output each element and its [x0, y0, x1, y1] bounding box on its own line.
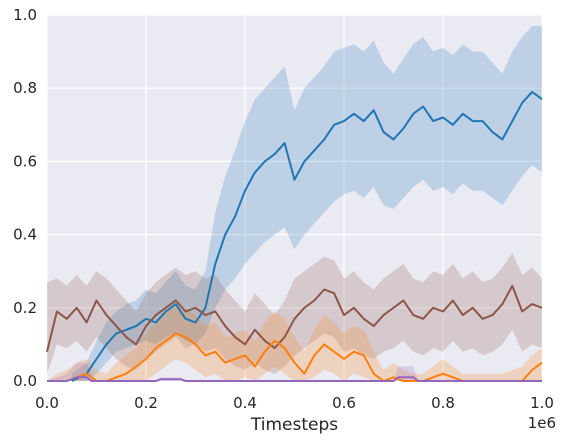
y-tick-label: 1.0: [13, 6, 37, 24]
x-axis-label: Timesteps: [250, 415, 338, 435]
x-tick-label: 0.6: [332, 394, 356, 412]
x-tick-label: 0.8: [431, 394, 455, 412]
y-tick-label: 0.0: [13, 372, 37, 390]
x-tick-labels: 0.0 0.2 0.4 0.6 0.8 1.0: [35, 394, 554, 412]
series-lines: [46, 90, 543, 382]
series-2-line: [47, 332, 543, 382]
y-tick-label: 0.4: [13, 226, 37, 244]
x-tick-label: 0.0: [35, 394, 59, 412]
confidence-bands: [47, 26, 543, 381]
x-tick-label: 0.4: [233, 394, 257, 412]
y-tick-label: 0.2: [13, 299, 37, 317]
series-3-line: [47, 376, 542, 382]
y-tick-labels: 0.0 0.2 0.4 0.6 0.8 1.0: [13, 6, 37, 390]
x-axis-offset-label: 1e6: [528, 414, 556, 432]
y-tick-label: 0.8: [13, 79, 37, 97]
series-1-band: [47, 252, 542, 374]
series-1-line: [46, 284, 543, 352]
grid-lines: [46, 14, 543, 382]
series-0-band: [71, 26, 543, 381]
x-tick-label: 1.0: [530, 394, 554, 412]
y-tick-label: 0.6: [13, 152, 37, 170]
x-tick-label: 0.2: [134, 394, 158, 412]
series-2-band: [47, 304, 542, 381]
series-0-line: [71, 90, 543, 382]
